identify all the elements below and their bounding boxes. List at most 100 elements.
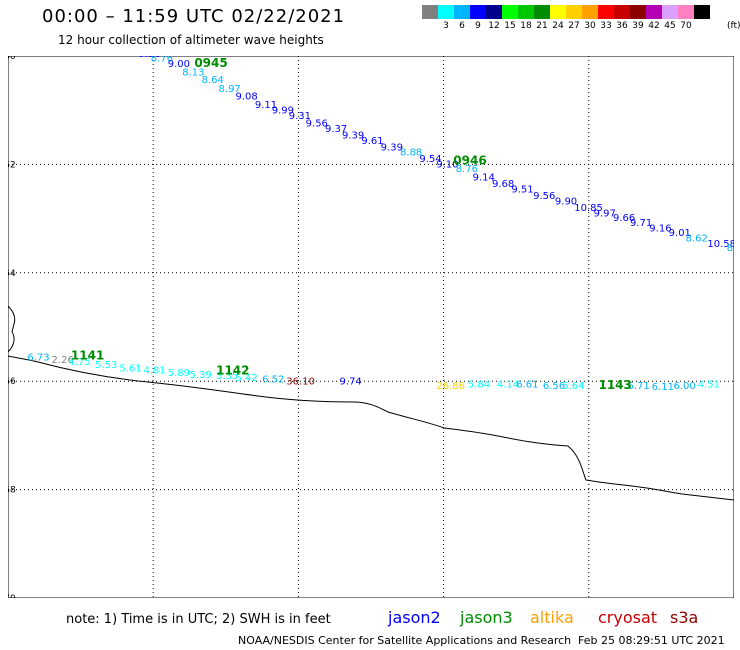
wave-height-label: 9.31 [289, 111, 311, 122]
wave-height-label: 4.14 [497, 380, 519, 391]
scale-swatch-label: 24 [552, 21, 564, 31]
scale-swatch [422, 5, 438, 19]
wave-height-label: 5.61 [119, 363, 141, 374]
scale-swatch-label: 15 [504, 21, 516, 31]
pass-time-label: 1141 [71, 349, 104, 363]
scale-swatch-label: 42 [648, 21, 660, 31]
wave-height-label: 9.61 [361, 136, 383, 147]
scale-swatch: 27 [566, 5, 582, 31]
wave-height-label: 5.89 [168, 368, 190, 379]
pass-time-label: 0946 [453, 153, 486, 167]
latitude-tick-label: -62 [8, 160, 16, 170]
wave-height-label: 6.11 [652, 382, 674, 393]
wave-height-label: 9.97 [594, 208, 616, 219]
scale-swatch: 12 [486, 5, 502, 31]
wave-height-label: 9.99 [272, 105, 294, 116]
scale-swatch: 70 [678, 5, 694, 31]
wave-height-label: 9.16 [649, 224, 671, 235]
scale-swatch: 42 [646, 5, 662, 31]
wave-height-label: 9.51 [511, 185, 533, 196]
wave-height-label: 5.42 [235, 373, 257, 384]
latitude-tick-label: -64 [8, 269, 16, 279]
satellite-legend-jason2: jason2 [388, 608, 441, 627]
wave-height-label: 9.56 [533, 191, 555, 202]
wave-height-label: 6.00 [674, 381, 696, 392]
scale-swatch: 30 [582, 5, 598, 31]
satellite-legend-altika: altika [530, 608, 574, 627]
satellite-legend-s3a: s3a [670, 608, 699, 627]
scale-swatch: 3 [438, 5, 454, 31]
wave-height-label: 8.62 [686, 233, 708, 244]
scale-swatch: 45 [662, 5, 678, 31]
scale-swatch-label: 6 [459, 21, 465, 31]
wave-height-label: 9.58 [139, 56, 161, 60]
scale-swatch: 39 [630, 5, 646, 31]
wave-height-label: 5.64 [562, 381, 584, 392]
scale-swatch [694, 5, 710, 19]
wave-height-label: 10.85 [574, 203, 603, 214]
scale-swatch-label: 21 [536, 21, 548, 31]
wave-height-map: -60-62-64-66-68-701351381411441471508.47… [8, 56, 734, 598]
latitude-tick-label: -66 [8, 377, 16, 387]
page-subtitle: 12 hour collection of altimeter wave hei… [58, 33, 324, 47]
wave-height-label: 9.54 [419, 154, 441, 165]
credit-timestamp: Feb 25 08:29:51 UTC 2021 [578, 634, 725, 647]
wave-height-label: 8.13 [182, 68, 204, 79]
wave-height-label: 9.37 [325, 124, 347, 135]
latitude-tick-label: -60 [8, 56, 16, 62]
scale-swatch: 6 [454, 5, 470, 31]
wave-height-label: 9.39 [381, 142, 403, 153]
wave-height-label: 9.08 [235, 91, 257, 102]
wave-height-label: 9.68 [492, 179, 514, 190]
wave-height-label: 9.66 [613, 213, 635, 224]
wave-height-label: 6.71 [628, 381, 650, 392]
wave-height-label: 5.53 [95, 360, 117, 371]
page-title: 00:00 – 11:59 UTC 02/22/2021 [42, 6, 346, 27]
footer-note: note: 1) Time is in UTC; 2) SWH is in fe… [66, 612, 331, 627]
wave-height-label: 9.90 [555, 197, 577, 208]
wave-height-label: 9.71 [630, 218, 652, 229]
scale-swatch: 9 [470, 5, 486, 31]
scale-swatch-label: 36 [616, 21, 628, 31]
wave-height-label: 6.61 [516, 380, 538, 391]
wave-height-label: 6.56 [543, 381, 565, 392]
scale-swatch-label: 33 [600, 21, 612, 31]
scale-swatch-label: 18 [520, 21, 532, 31]
pass-time-label: 0945 [194, 56, 227, 70]
wave-height-label: 9.14 [473, 173, 495, 184]
wave-height-label: 9.56 [306, 118, 328, 129]
scale-swatch: 33 [598, 5, 614, 31]
wave-height-label: 5.35 [216, 371, 238, 382]
satellite-legend-jason3: jason3 [460, 608, 513, 627]
scale-swatch-label: 3 [443, 21, 449, 31]
wave-height-label: 9.11 [255, 100, 277, 111]
wave-height-label: 6.52 [262, 374, 284, 385]
wave-height-label: 5.84 [468, 380, 490, 391]
wave-height-label: 8.76 [151, 56, 173, 64]
wave-height-label: 4.81 [144, 366, 166, 377]
wave-height-color-scale: 3 6 9 12 15 18 21 24 27 30 33 36 39 42 45 70 [422, 5, 710, 31]
wave-height-label: 8.76 [456, 164, 478, 175]
scale-swatch-label: 27 [568, 21, 580, 31]
wave-height-label: 4.75 [69, 357, 91, 368]
scale-swatch-label: 9 [475, 21, 481, 31]
wave-height-label: 9.10 [436, 160, 458, 171]
wave-height-label: 8.97 [219, 84, 241, 95]
scale-swatch-label: 30 [584, 21, 596, 31]
wave-height-label: 9.39 [342, 130, 364, 141]
wave-height-label: 8.3 [727, 243, 734, 254]
scale-swatch: 21 [534, 5, 550, 31]
latitude-tick-label: -68 [8, 486, 16, 496]
wave-height-label: 8.64 [202, 75, 224, 86]
wave-height-label: 9.74 [340, 376, 362, 387]
map-frame [8, 56, 734, 598]
scale-swatch: 36 [614, 5, 630, 31]
pass-time-label: 1142 [216, 364, 249, 378]
wave-height-label: 5.39 [190, 370, 212, 381]
wave-height-label: 9.00 [168, 59, 190, 70]
wave-height-label: 10.58 [707, 239, 734, 250]
wave-height-label: 2.26 [52, 355, 74, 366]
wave-height-label: 26.86 [436, 381, 465, 392]
scale-swatch: 15 [502, 5, 518, 31]
